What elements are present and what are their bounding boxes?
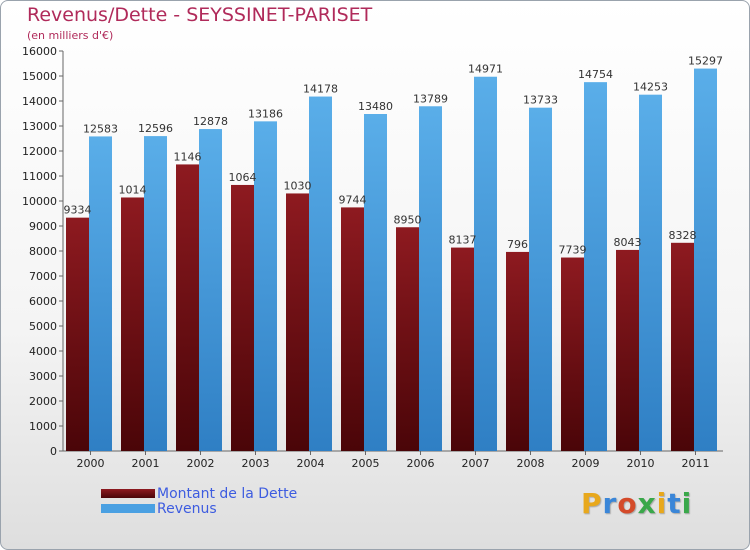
legend-label-debt: Montant de la Dette xyxy=(157,485,298,502)
debt-value-label: 796 xyxy=(507,238,528,251)
debt-value-label: 1030 xyxy=(284,179,312,192)
y-tick-label: 11000 xyxy=(22,170,57,183)
x-tick-label: 2004 xyxy=(297,457,325,470)
debt-bar xyxy=(341,207,364,451)
debt-bar xyxy=(506,251,529,451)
revenue-value-label: 12596 xyxy=(138,122,173,135)
y-tick-label: 0 xyxy=(50,445,57,458)
debt-value-label: 7739 xyxy=(559,244,587,257)
legend-item-debt: Montant de la Dette xyxy=(101,485,298,502)
legend-item-revenue: Revenus xyxy=(101,500,297,517)
x-tick-label: 2000 xyxy=(77,457,105,470)
y-tick-label: 13000 xyxy=(22,120,57,133)
x-tick-label: 2003 xyxy=(242,457,270,470)
legend-label-revenue: Revenus xyxy=(157,500,217,517)
legend-swatch-revenue xyxy=(101,504,155,513)
debt-bar xyxy=(671,242,694,451)
revenue-bar xyxy=(309,96,332,452)
revenue-bar xyxy=(364,114,387,451)
revenue-value-label: 12583 xyxy=(83,122,118,135)
debt-value-label: 8137 xyxy=(449,234,477,247)
y-tick-label: 10000 xyxy=(22,195,57,208)
debt-bar xyxy=(451,247,474,451)
x-tick-label: 2006 xyxy=(407,457,435,470)
x-tick-label: 2001 xyxy=(132,457,160,470)
y-tick-label: 3000 xyxy=(29,370,57,383)
x-tick-label: 2007 xyxy=(462,457,490,470)
revenue-value-label: 15297 xyxy=(688,55,723,68)
debt-value-label: 9334 xyxy=(64,204,92,217)
debt-bar xyxy=(121,197,144,451)
revenue-bar xyxy=(254,121,277,451)
revenue-value-label: 13480 xyxy=(358,100,393,113)
revenue-bar xyxy=(694,68,717,451)
y-tick-label: 5000 xyxy=(29,320,57,333)
revenue-bar xyxy=(639,94,662,452)
revenue-value-label: 14253 xyxy=(633,81,668,94)
revenue-value-label: 12878 xyxy=(193,115,228,128)
y-tick-label: 14000 xyxy=(22,95,57,108)
revenue-value-label: 14178 xyxy=(303,83,338,96)
proxiti-logo: Proxiti xyxy=(581,487,693,520)
debt-value-label: 1064 xyxy=(229,171,257,184)
revenue-value-label: 13186 xyxy=(248,107,283,120)
y-tick-label: 8000 xyxy=(29,245,57,258)
y-tick-label: 15000 xyxy=(22,70,57,83)
y-tick-label: 1000 xyxy=(29,420,57,433)
revenue-value-label: 13789 xyxy=(413,92,448,105)
y-tick-label: 2000 xyxy=(29,395,57,408)
revenue-bar xyxy=(529,107,552,452)
revenue-value-label: 14971 xyxy=(468,63,503,76)
chart-subtitle: (en milliers d'€) xyxy=(27,29,114,42)
x-tick-label: 2002 xyxy=(187,457,215,470)
debt-bar xyxy=(396,227,419,451)
x-tick-label: 2011 xyxy=(682,457,710,470)
debt-bar xyxy=(616,249,639,451)
debt-bar xyxy=(286,193,309,451)
debt-value-label: 9744 xyxy=(339,193,367,206)
legend-swatch-debt xyxy=(101,489,155,498)
y-tick-label: 6000 xyxy=(29,295,57,308)
debt-value-label: 8043 xyxy=(614,236,642,249)
x-tick-label: 2010 xyxy=(627,457,655,470)
revenue-bar xyxy=(144,136,167,451)
debt-bar xyxy=(231,184,254,451)
x-tick-label: 2009 xyxy=(572,457,600,470)
y-tick-label: 12000 xyxy=(22,145,57,158)
revenue-value-label: 14754 xyxy=(578,68,613,81)
y-tick-label: 7000 xyxy=(29,270,57,283)
revenue-value-label: 13733 xyxy=(523,94,558,107)
debt-value-label: 1014 xyxy=(119,183,147,196)
legend: Montant de la Dette Revenus xyxy=(101,485,298,517)
y-tick-label: 9000 xyxy=(29,220,57,233)
y-tick-label: 16000 xyxy=(22,45,57,58)
debt-value-label: 8950 xyxy=(394,213,422,226)
debt-bar xyxy=(561,257,584,451)
x-tick-label: 2008 xyxy=(517,457,545,470)
debt-bar xyxy=(176,164,199,452)
revenue-bar xyxy=(89,136,112,452)
revenue-bar xyxy=(584,82,607,452)
revenue-bar xyxy=(419,106,442,452)
revenue-bar xyxy=(474,76,497,451)
debt-value-label: 8328 xyxy=(669,229,697,242)
y-tick-label: 4000 xyxy=(29,345,57,358)
x-tick-label: 2005 xyxy=(352,457,380,470)
debt-bar xyxy=(66,217,89,451)
revenue-bar xyxy=(199,129,222,452)
chart-title: Revenus/Dette - SEYSSINET-PARISET xyxy=(27,4,373,26)
debt-value-label: 1146 xyxy=(174,150,202,163)
